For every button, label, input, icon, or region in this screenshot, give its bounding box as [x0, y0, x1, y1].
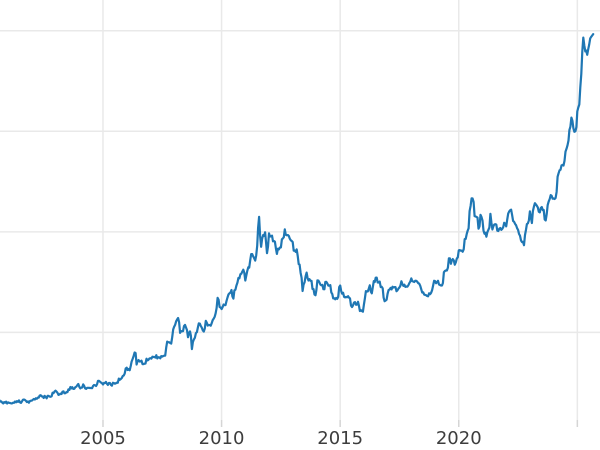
price-line-series	[0, 32, 595, 405]
